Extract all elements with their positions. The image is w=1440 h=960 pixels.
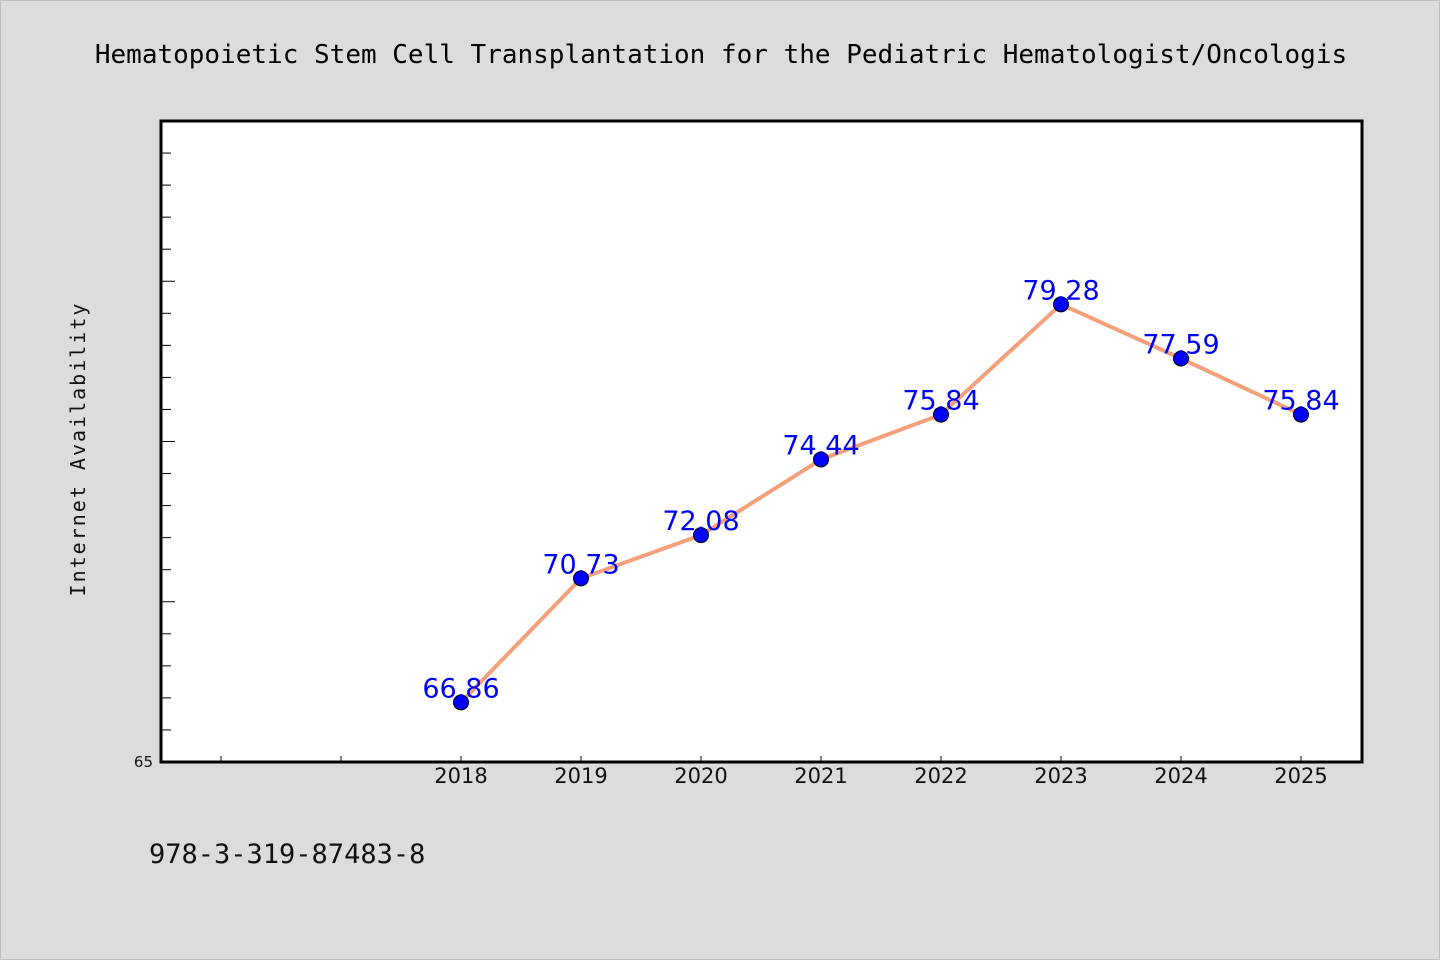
x-tick-labels: 2018 2019 2020 2021 2022 2023 2024 2025: [434, 764, 1327, 788]
data-labels: 66.86 70.73 72.08 74.44 75.84 79.28 77.59 75.84: [422, 275, 1339, 704]
x-tick-label: 2023: [1034, 764, 1087, 788]
x-tick-label: 2022: [914, 764, 967, 788]
data-point: [1173, 350, 1189, 367]
y-axis-label: Internet Availability: [66, 302, 90, 597]
data-point: [693, 527, 709, 544]
series-line-group: [459, 302, 1302, 704]
data-label: 70.73: [542, 549, 619, 580]
data-point: [453, 694, 469, 711]
data-label: 66.86: [422, 673, 499, 704]
data-point: [1053, 296, 1069, 313]
series-line: [459, 302, 1302, 704]
data-label: 75.84: [902, 386, 979, 417]
axis-ticks: [161, 120, 1302, 763]
data-point: [933, 406, 949, 423]
x-tick-label: 2019: [554, 764, 607, 788]
data-point: [813, 451, 829, 468]
data-point: [1293, 406, 1309, 423]
data-label: 72.08: [662, 506, 739, 537]
plot-area: [159, 119, 1364, 764]
data-point: [573, 570, 589, 587]
isbn-footer: 978-3-319-87483-8: [149, 839, 425, 870]
x-tick-label: 2025: [1274, 764, 1327, 788]
series-points-group: [453, 296, 1309, 711]
x-tick-label: 2018: [434, 764, 487, 788]
data-label: 75.84: [1262, 386, 1339, 417]
y-tick-label-65: 65: [134, 753, 153, 771]
x-tick-label: 2024: [1154, 764, 1207, 788]
data-label: 74.44: [782, 430, 859, 461]
x-tick-label: 2020: [674, 764, 727, 788]
data-label: 77.59: [1142, 329, 1219, 360]
x-tick-label: 2021: [794, 764, 847, 788]
data-label: 79.28: [1022, 275, 1099, 306]
chart-title: Hematopoietic Stem Cell Transplantation …: [95, 40, 1347, 70]
